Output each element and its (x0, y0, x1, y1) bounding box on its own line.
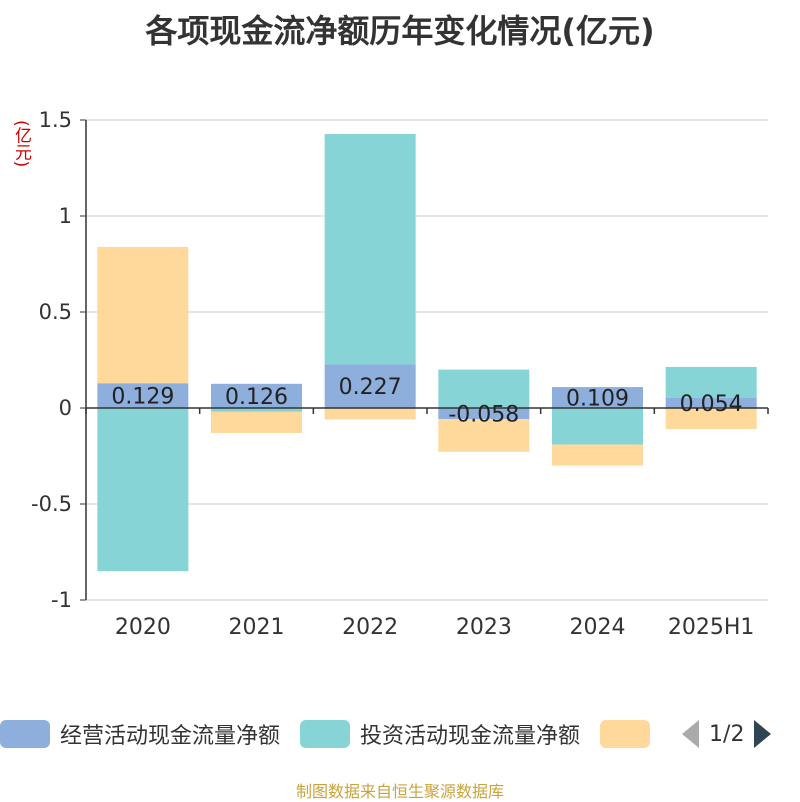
y-tick-label: -1 (51, 588, 72, 612)
bar-2021-series-2 (211, 411, 302, 433)
data-label-2020: 0.129 (111, 385, 174, 410)
legend-label-investing: 投资活动现金流量净额 (360, 724, 581, 749)
bar-2020-series-2 (97, 246, 189, 384)
data-label-2021: 0.126 (225, 385, 288, 410)
legend-pager: 1/2 (682, 720, 772, 748)
bar-2023-series-0 (438, 408, 530, 420)
bar-2025H1-series-2 (665, 408, 757, 430)
y-tick-label: 0.5 (39, 300, 72, 324)
bar-2025H1-series-1 (665, 366, 757, 398)
bar-2022-series-2 (324, 408, 416, 420)
y-tick-label: 1.5 (39, 108, 72, 132)
data-label-2022: 0.227 (339, 375, 402, 400)
bar-2020-series-0 (97, 383, 189, 408)
x-tick-label-2022: 2022 (342, 615, 398, 640)
legend-next-page-icon[interactable] (754, 720, 772, 748)
legend-page-indicator: 1/2 (709, 721, 745, 747)
legend-item-operating[interactable]: 经营活动现金流量净额 (0, 718, 280, 750)
y-tick-label: 0 (59, 396, 72, 420)
x-tick-label-2020: 2020 (115, 615, 171, 640)
stacked-bar-chart: 1.5 1 0.5 0 -0.5 -1 0.129 0.126 0.227 -0.058 0.109… (31, 108, 769, 640)
y-axis-unit: (亿元) (11, 120, 31, 168)
data-label-2024: 0.109 (566, 387, 629, 412)
bar-2023-series-1 (438, 369, 530, 408)
bar-2023-series-2 (438, 419, 530, 452)
legend: 经营活动现金流量净额 投资活动现金流量净额 1/2 (0, 716, 800, 752)
bar-2024-series-0 (552, 387, 643, 408)
x-tick-label-2025H1: 2025H1 (668, 615, 755, 640)
legend-swatch-operating (0, 720, 50, 748)
bar-2021-series-1 (211, 408, 302, 412)
data-label-2023: -0.058 (448, 403, 519, 428)
x-tick-label-2024: 2024 (570, 615, 626, 640)
chart-title: 各项现金流净额历年变化情况(亿元) (145, 12, 655, 50)
bar-2024-series-2 (552, 444, 643, 466)
legend-item-third[interactable] (600, 720, 660, 748)
bar-2024-series-1 (552, 408, 643, 445)
x-tick-label-2023: 2023 (456, 615, 512, 640)
legend-swatch-investing (300, 720, 351, 748)
y-tick-label: -0.5 (31, 492, 72, 516)
legend-prev-page-icon[interactable] (682, 720, 700, 748)
bar-2020-series-1 (97, 408, 189, 572)
legend-label-operating: 经营活动现金流量净额 (60, 724, 281, 749)
y-tick-label: 1 (59, 204, 72, 228)
legend-swatch-third (600, 720, 651, 748)
data-label-2025H1: 0.054 (680, 392, 743, 417)
bar-2025H1-series-0 (665, 397, 757, 408)
bar-2022-series-0 (324, 364, 416, 408)
data-source-note: 制图数据来自恒生聚源数据库 (295, 782, 504, 801)
x-tick-label-2021: 2021 (229, 615, 285, 640)
legend-item-investing[interactable]: 投资活动现金流量净额 (300, 718, 580, 750)
bar-2021-series-0 (211, 383, 302, 408)
bar-2022-series-1 (324, 134, 416, 365)
